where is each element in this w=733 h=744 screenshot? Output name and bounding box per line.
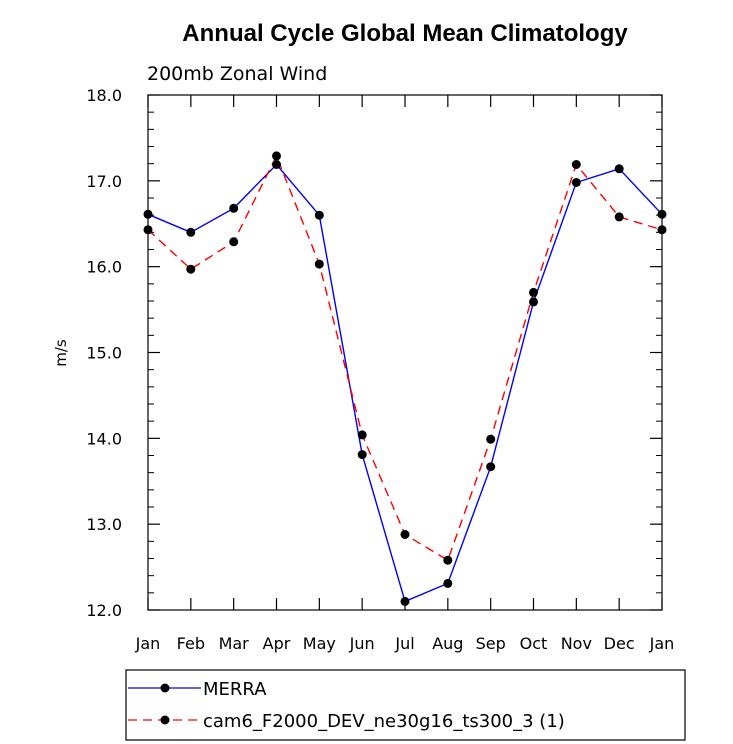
x-tick-label: Oct [520, 634, 548, 653]
series-line-1 [147, 154, 663, 562]
x-tick-label: Jan [135, 634, 161, 653]
series-markers [143, 151, 667, 606]
series-0-point [486, 462, 496, 472]
chart-subtitle: 200mb Zonal Wind [147, 63, 327, 85]
x-tick-label: Mar [219, 634, 250, 653]
x-tick-label: Jan [649, 634, 675, 653]
axis-ticks [147, 94, 663, 611]
series-1-point [571, 160, 581, 169]
x-tick-label: Nov [561, 634, 592, 653]
series-0-point [400, 596, 410, 606]
legend-label-cam6: cam6_F2000_DEV_ne30g16_ts300_3 (1) [203, 711, 565, 732]
y-tick-label: 15.0 [86, 344, 122, 363]
y-tick-label: 14.0 [86, 429, 122, 448]
series-0-point [657, 209, 667, 219]
y-tick-labels: 12.0 13.0 14.0 15.0 16.0 17.0 18.0 [86, 86, 122, 620]
series-1-point [657, 225, 667, 235]
legend-marker-merra [160, 683, 170, 693]
x-tick-label: Aug [432, 634, 463, 653]
legend-label-merra: MERRA [203, 679, 267, 700]
legend-marker-cam6 [160, 715, 170, 725]
x-tick-label: Sep [476, 634, 506, 653]
series-0-point [229, 203, 239, 213]
series-0-point [529, 297, 538, 307]
series-1-point [229, 237, 239, 247]
series-1-point [272, 151, 281, 161]
series-0-point [571, 178, 581, 187]
series-0-point [357, 450, 367, 460]
series-1-point [443, 555, 453, 565]
x-tick-label: May [303, 634, 336, 653]
x-tick-label: Jun [349, 634, 375, 653]
series-1-point [614, 212, 624, 222]
series-1-point [186, 264, 196, 274]
x-tick-label: Jul [394, 634, 414, 653]
x-tick-label: Apr [263, 634, 291, 653]
series-0-point [272, 160, 281, 169]
x-tick-label: Dec [604, 634, 635, 653]
series-1-point [486, 434, 496, 444]
series-0-point [143, 209, 153, 219]
legend: MERRA cam6_F2000_DEV_ne30g16_ts300_3 (1) [125, 669, 686, 741]
series-0-point [614, 164, 624, 174]
y-tick-label: 16.0 [86, 258, 122, 277]
y-tick-label: 17.0 [86, 172, 122, 191]
series-0-point [443, 578, 453, 588]
x-tick-labels: Jan Feb Mar Apr May Jun Jul Aug Sep Oct Nov Dec Jan [135, 634, 675, 653]
series-0-point [186, 227, 196, 237]
x-tick-label: Feb [177, 634, 205, 653]
y-tick-label: 12.0 [86, 601, 122, 620]
series-0-point [314, 210, 324, 220]
y-tick-label: 18.0 [86, 86, 122, 105]
series-1-point [529, 287, 538, 297]
series-1-point [143, 225, 153, 235]
y-axis-title: m/s [52, 339, 70, 367]
y-tick-label: 13.0 [86, 515, 122, 534]
series-1-point [357, 430, 367, 440]
series-1-point [400, 530, 410, 539]
legend-box [125, 669, 686, 741]
chart-title: Annual Cycle Global Mean Climatology [182, 20, 628, 47]
series-1-point [314, 259, 324, 269]
